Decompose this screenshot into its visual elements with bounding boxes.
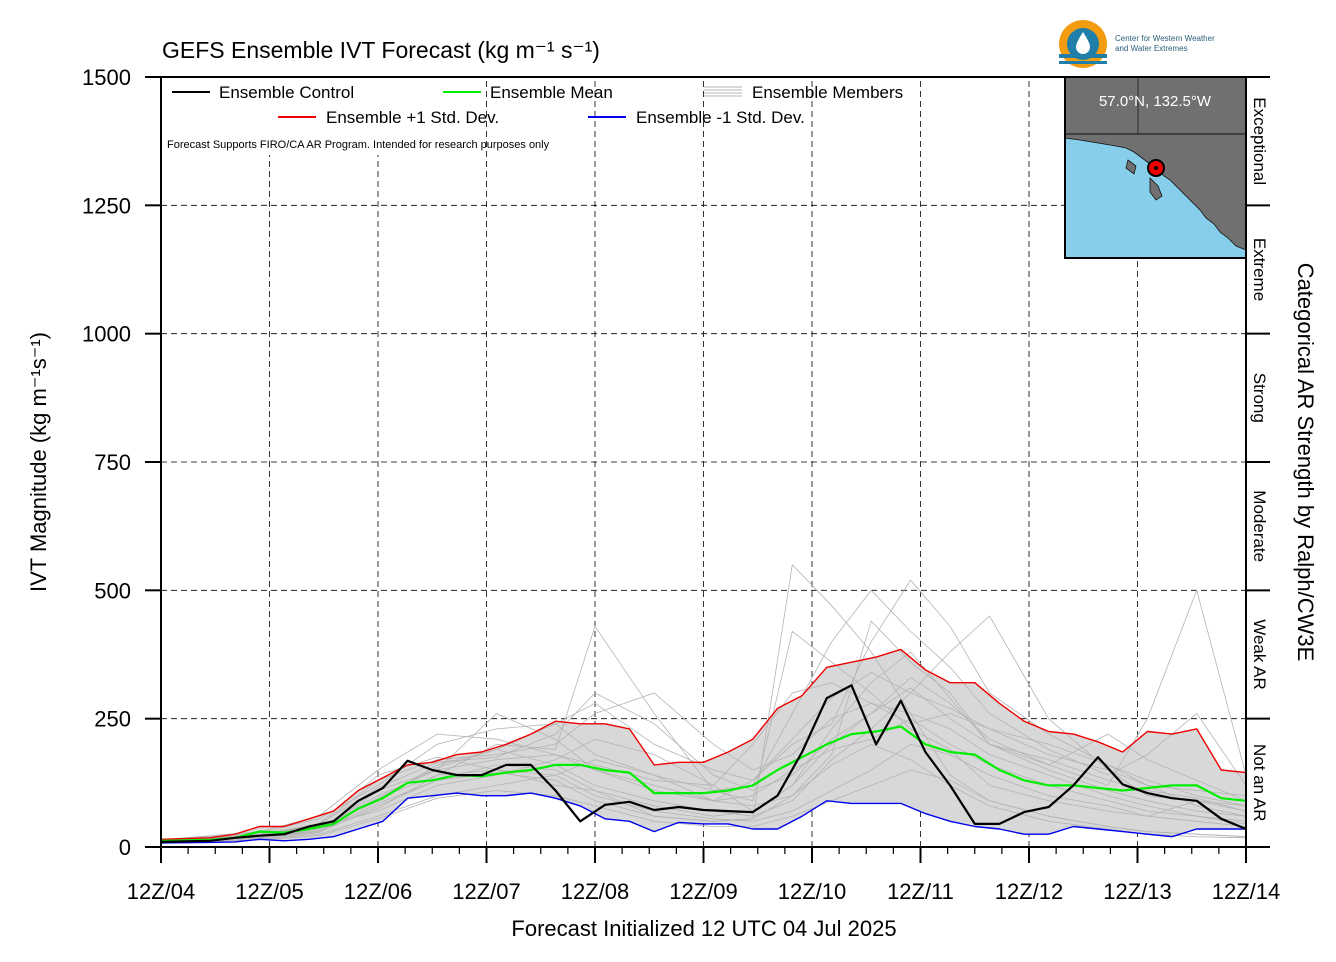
x-tick-label: 12Z/06 bbox=[344, 879, 413, 904]
x-tick-label: 12Z/12 bbox=[995, 879, 1064, 904]
legend: Ensemble Control Ensemble Mean Ensemble … bbox=[167, 83, 903, 151]
minus-std-line bbox=[160, 792, 1246, 844]
right-category-axis: Not an AR Weak AR Moderate Strong Extreme Exc… bbox=[1245, 76, 1270, 848]
y-tick-label: 250 bbox=[94, 707, 131, 732]
category-label: Exceptional bbox=[1250, 97, 1269, 185]
y-axis-label: IVT Magnitude (kg m⁻¹s⁻¹) bbox=[26, 332, 51, 592]
mean-line bbox=[160, 725, 1247, 842]
category-label: Extreme bbox=[1250, 238, 1269, 301]
right-axis-label: Categorical AR Strength by Ralph/CW3E bbox=[1293, 263, 1318, 662]
ensemble-member-line-15 bbox=[160, 743, 1247, 843]
x-axis-label: Forecast Initialized 12 UTC 04 Jul 2025 bbox=[511, 916, 896, 941]
x-tick-label: 12Z/07 bbox=[452, 879, 521, 904]
location-inset-map: 57.0°N, 132.5°W bbox=[1064, 76, 1247, 259]
std-dev-spread-band bbox=[161, 649, 1246, 843]
x-tick-label: 12Z/09 bbox=[669, 879, 738, 904]
y-axis: 0 250 500 750 1000 1250 1500 bbox=[82, 65, 161, 860]
category-label: Moderate bbox=[1250, 490, 1269, 562]
legend-label-control: Ensemble Control bbox=[219, 83, 354, 102]
legend-label-minus: Ensemble -1 Std. Dev. bbox=[636, 108, 805, 127]
control-line bbox=[160, 684, 1247, 843]
inset-coordinates: 57.0°N, 132.5°W bbox=[1099, 93, 1212, 110]
y-tick-label: 750 bbox=[94, 450, 131, 475]
ensemble-member-line-12 bbox=[160, 682, 1247, 841]
x-tick-label: 12Z/05 bbox=[235, 879, 304, 904]
x-tick-label: 12Z/08 bbox=[561, 879, 630, 904]
ensemble-member-line-13 bbox=[160, 769, 1247, 844]
category-label: Weak AR bbox=[1250, 619, 1269, 690]
plus-std-line bbox=[160, 648, 1247, 840]
category-label: Not an AR bbox=[1250, 744, 1269, 822]
y-tick-label: 1250 bbox=[82, 193, 131, 218]
chart-title: GEFS Ensemble IVT Forecast (kg m⁻¹ s⁻¹) bbox=[162, 37, 600, 63]
ensemble-member-line-1 bbox=[160, 625, 1247, 843]
x-tick-label: 12Z/13 bbox=[1103, 879, 1172, 904]
y-tick-label: 500 bbox=[94, 578, 131, 603]
x-tick-label: 12Z/10 bbox=[778, 879, 847, 904]
legend-label-mean: Ensemble Mean bbox=[490, 83, 613, 102]
ensemble-series-lines bbox=[160, 648, 1247, 844]
legend-label-plus: Ensemble +1 Std. Dev. bbox=[326, 108, 499, 127]
x-tick-label: 12Z/11 bbox=[887, 879, 954, 904]
x-axis: 12Z/04 12Z/05 12Z/06 12Z/07 12Z/08 12Z/09 12Z/… bbox=[127, 847, 1281, 904]
cw3e-logo: Center for Western Weather and Water Ext… bbox=[1059, 20, 1215, 68]
x-tick-label: 12Z/04 bbox=[127, 879, 196, 904]
logo-text-line2: and Water Extremes bbox=[1115, 44, 1188, 53]
ensemble-member-line-14 bbox=[160, 687, 1247, 842]
legend-swatch-members bbox=[704, 86, 742, 97]
legend-label-members: Ensemble Members bbox=[752, 83, 903, 102]
y-tick-label: 1500 bbox=[82, 65, 131, 90]
x-tick-label: 12Z/14 bbox=[1212, 879, 1281, 904]
category-label: Strong bbox=[1250, 373, 1269, 423]
y-tick-label: 0 bbox=[119, 835, 131, 860]
logo-text-line1: Center for Western Weather bbox=[1115, 34, 1215, 43]
y-tick-label: 1000 bbox=[82, 322, 131, 347]
disclaimer-text: Forecast Supports FIRO/CA AR Program. In… bbox=[167, 139, 550, 151]
